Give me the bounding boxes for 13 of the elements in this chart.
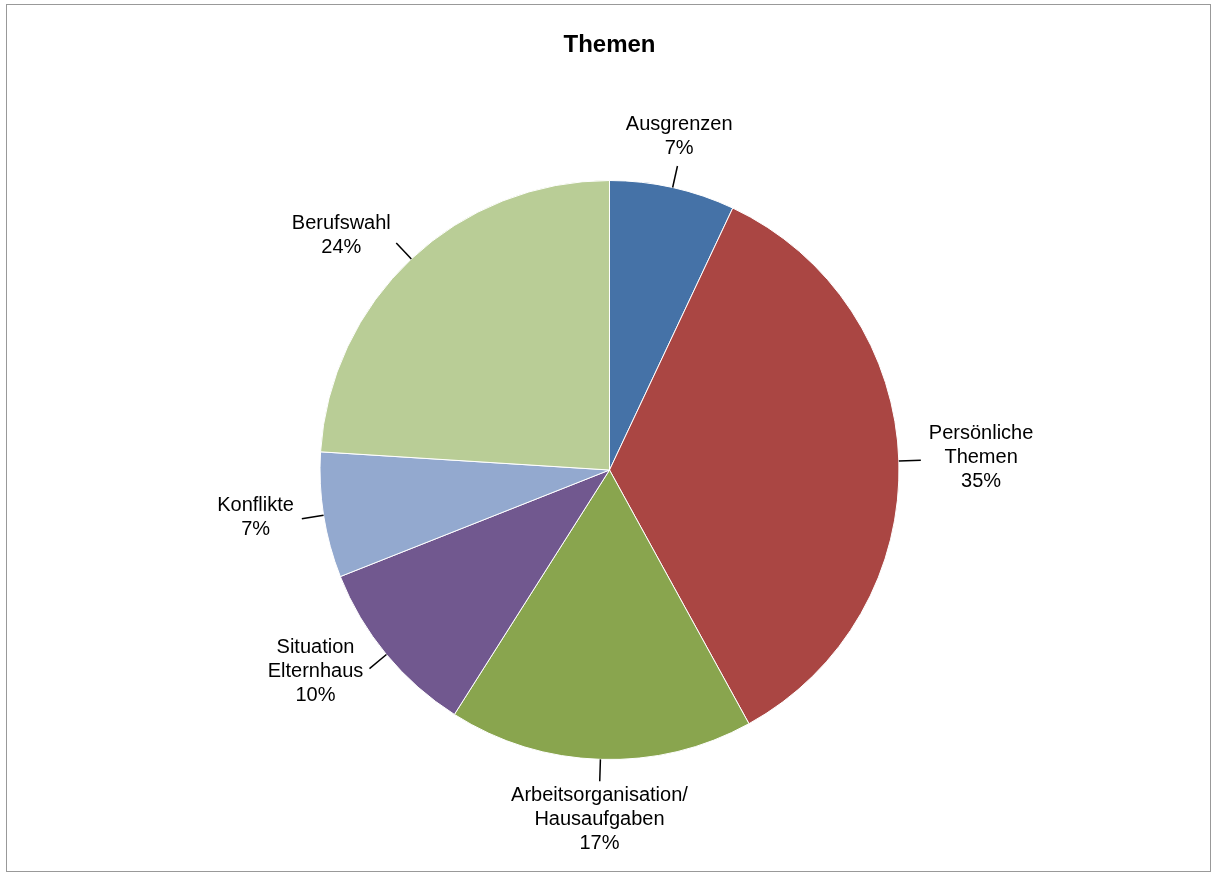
data-label: 7% [664, 135, 694, 158]
data-label: 7% [241, 517, 271, 540]
chart-title: Themen [562, 30, 657, 58]
data-label: 17% [579, 830, 620, 853]
data-label: 10% [295, 683, 336, 706]
slice-label: Berufswahl [291, 210, 391, 233]
slice-label: Konflikte [217, 493, 294, 516]
slice-label: Arbeitsorganisation/ Hausaufgaben [511, 782, 689, 829]
slice-label: Persönliche Themen [928, 421, 1034, 468]
data-label: 24% [321, 234, 362, 257]
slice-label: Situation Elternhaus [267, 635, 364, 682]
slice-label: Ausgrenzen [625, 111, 733, 134]
data-label: 35% [961, 469, 1002, 492]
